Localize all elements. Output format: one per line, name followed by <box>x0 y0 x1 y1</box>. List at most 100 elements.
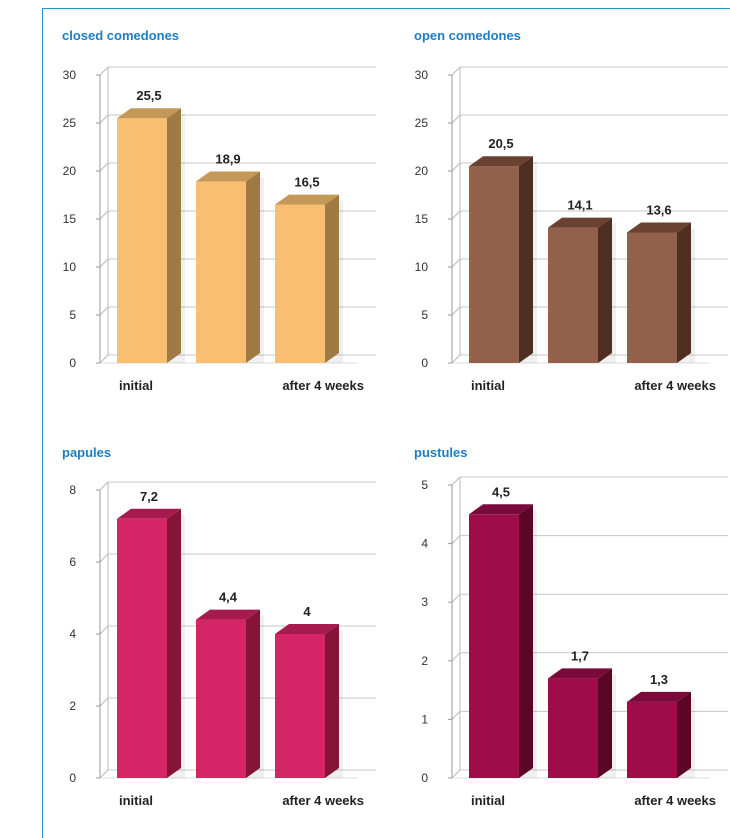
bar-front-face <box>117 118 167 363</box>
bar-value-label: 7,2 <box>140 489 158 504</box>
y-tick-label: 0 <box>69 356 76 370</box>
grid-diagonal <box>99 258 109 268</box>
bar-front-face <box>627 232 677 363</box>
bar-side-face <box>325 624 339 778</box>
grid-diagonal <box>451 652 461 662</box>
bar-top-face <box>627 222 691 233</box>
grid-diagonal <box>451 66 461 76</box>
bar-top-face <box>117 108 181 119</box>
bar-side-face <box>325 194 339 363</box>
bar-1 <box>196 171 264 363</box>
x-category-label: initial <box>119 378 153 393</box>
bar-side-face <box>677 222 691 363</box>
y-tick-label: 10 <box>63 260 77 274</box>
y-tick-label: 8 <box>69 483 76 497</box>
grid-diagonal <box>451 210 461 220</box>
x-category-label: after 4 weeks <box>282 378 364 393</box>
bar-front-face <box>469 166 519 363</box>
y-tick-label: 25 <box>63 116 77 130</box>
bar-0 <box>469 156 537 363</box>
bar-front-face <box>469 514 519 778</box>
y-tick-label: 5 <box>69 308 76 322</box>
bar-top-face <box>627 691 691 702</box>
bar-side-face <box>246 171 260 363</box>
y-tick-label: 25 <box>415 116 429 130</box>
bar-top-face <box>548 217 612 228</box>
bar-value-label: 1,3 <box>650 672 668 687</box>
bar-value-label: 20,5 <box>488 136 513 151</box>
y-tick-label: 15 <box>415 212 429 226</box>
bar-front-face <box>275 634 325 778</box>
bar-value-label: 16,5 <box>294 175 319 190</box>
bar-front-face <box>196 619 246 778</box>
chart-title-closed-comedones: closed comedones <box>62 28 180 43</box>
grid-diagonal <box>451 769 461 779</box>
bar-0 <box>469 504 537 778</box>
bar-top-face <box>548 668 612 679</box>
grid-diagonal <box>99 354 109 364</box>
x-category-label: after 4 weeks <box>282 793 364 808</box>
chart-title-papules: papules <box>62 445 112 460</box>
bar-side-face <box>246 609 260 778</box>
x-category-label: initial <box>471 378 505 393</box>
bar-top-face <box>275 194 339 205</box>
y-tick-label: 3 <box>421 595 428 609</box>
y-tick-label: 2 <box>69 699 76 713</box>
bar-front-face <box>548 227 598 363</box>
bar-2 <box>627 222 695 363</box>
bar-value-label: 13,6 <box>646 202 671 217</box>
bar-top-face <box>196 171 260 182</box>
y-tick-label: 4 <box>69 627 76 641</box>
bar-front-face <box>627 701 677 778</box>
y-tick-label: 10 <box>415 260 429 274</box>
bar-side-face <box>598 217 612 363</box>
y-tick-label: 20 <box>415 164 429 178</box>
y-tick-label: 5 <box>421 308 428 322</box>
y-tick-label: 5 <box>421 478 428 492</box>
bar-value-label: 4,4 <box>219 590 238 605</box>
bar-value-label: 1,7 <box>571 648 589 663</box>
chart-open-comedones: 0 5 10 15 20 25 30 20,5 14,1 13,6 initial after 4 w… <box>415 66 728 393</box>
grid-diagonal <box>99 553 109 563</box>
bar-2 <box>627 691 695 778</box>
x-category-label: initial <box>119 793 153 808</box>
y-tick-label: 0 <box>421 771 428 785</box>
grid-diagonal <box>451 162 461 172</box>
grid-diagonal <box>451 535 461 544</box>
chart-closed-comedones: 0 5 10 15 20 25 30 25,5 18,9 16,5 initial after 4 w… <box>63 66 376 393</box>
bar-value-label: 18,9 <box>215 152 240 167</box>
frame-top-border <box>42 8 730 9</box>
grid-diagonal <box>99 625 109 635</box>
bar-2 <box>275 194 343 363</box>
y-tick-label: 2 <box>421 654 428 668</box>
bar-0 <box>117 508 185 778</box>
bar-1 <box>548 668 616 778</box>
bar-1 <box>548 217 616 363</box>
bar-0 <box>117 108 185 363</box>
chart-title-open-comedones: open comedones <box>414 28 521 43</box>
bar-value-label: 4,5 <box>492 484 510 499</box>
bar-value-label: 4 <box>303 604 311 619</box>
bar-top-face <box>196 609 260 620</box>
grid-diagonal <box>99 114 109 124</box>
chart-title-pustules: pustules <box>414 445 468 460</box>
frame-left-border <box>42 8 43 838</box>
grid-diagonal <box>99 162 109 172</box>
grid-diagonal <box>99 306 109 316</box>
bar-1 <box>196 609 264 778</box>
grid-diagonal <box>451 476 461 486</box>
grid-diagonal <box>451 354 461 364</box>
chart-papules: 0 2 4 6 8 7,2 4,4 4 initial after 4 weeks <box>69 481 376 808</box>
y-tick-label: 30 <box>415 68 429 82</box>
bar-side-face <box>598 668 612 778</box>
bar-value-label: 14,1 <box>567 198 592 213</box>
bar-side-face <box>167 508 181 778</box>
grid-diagonal <box>451 711 461 720</box>
x-category-label: after 4 weeks <box>634 793 716 808</box>
grid-diagonal <box>99 210 109 220</box>
x-category-label: initial <box>471 793 505 808</box>
y-tick-label: 6 <box>69 555 76 569</box>
bar-side-face <box>677 691 691 778</box>
chart-pustules: 0 1 2 3 4 5 4,5 1,7 1,3 initial after 4 weeks <box>421 476 728 808</box>
bar-side-face <box>519 504 533 778</box>
